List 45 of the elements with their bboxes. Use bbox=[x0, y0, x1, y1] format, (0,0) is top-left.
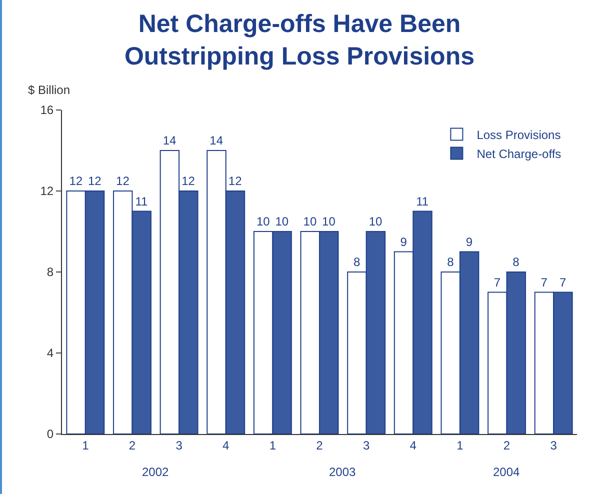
data-label: 8 bbox=[512, 255, 520, 269]
y-tick-label: 0 bbox=[46, 427, 54, 442]
x-tick-label: 2 bbox=[503, 438, 510, 452]
data-label: 12 bbox=[88, 174, 102, 188]
data-label: 10 bbox=[322, 214, 336, 228]
data-label: 9 bbox=[466, 234, 473, 249]
text: 2002 bbox=[142, 465, 170, 479]
data-label: 12 bbox=[182, 174, 196, 188]
data-label: 14 bbox=[210, 134, 224, 148]
data-label: 12 bbox=[116, 174, 130, 188]
data-label: 10 bbox=[275, 214, 289, 228]
x-tick-label: 3 bbox=[176, 438, 183, 452]
data-label: 11 bbox=[135, 194, 148, 208]
chart-title: Net Charge-offs Have Been Outstripping Loss Provisions bbox=[124, 10, 475, 71]
x-tick-label: 3 bbox=[550, 438, 558, 452]
data-label: 9 bbox=[400, 234, 408, 249]
data-label: 8 bbox=[447, 255, 454, 269]
data-label: 7 bbox=[559, 275, 566, 290]
data-label: 14 bbox=[162, 134, 177, 148]
data-label: 10 bbox=[368, 214, 383, 228]
y-tick-label: 16 bbox=[40, 103, 54, 118]
legend-label: Loss Provisions bbox=[476, 128, 561, 142]
x-tick-label: 1 bbox=[269, 438, 276, 452]
y-tick-label: 4 bbox=[46, 346, 54, 360]
text: 2004 bbox=[493, 465, 520, 479]
data-label: 7 bbox=[540, 275, 548, 290]
data-label: 10 bbox=[256, 214, 270, 228]
data-label: 12 bbox=[69, 174, 83, 188]
x-tick-label: 1 bbox=[456, 438, 464, 452]
data-label: 10 bbox=[303, 214, 317, 228]
x-tick-label: 2 bbox=[316, 438, 324, 452]
x-tick-label: 3 bbox=[362, 438, 370, 452]
y-axis-title: $ Billion bbox=[28, 83, 70, 97]
y-tick-label: 12 bbox=[40, 184, 54, 198]
data-label: 8 bbox=[353, 255, 360, 269]
x-tick-label: 4 bbox=[222, 438, 230, 452]
legend-label: Net Charge-offs bbox=[476, 146, 562, 161]
data-label: 12 bbox=[228, 174, 242, 188]
x-tick-label: 1 bbox=[82, 438, 90, 452]
x-tick-label: 4 bbox=[410, 438, 417, 452]
text: 2003 bbox=[329, 465, 356, 479]
y-tick-label: 8 bbox=[46, 265, 54, 280]
x-tick-label: 2 bbox=[128, 438, 136, 452]
data-label: 7 bbox=[494, 275, 501, 290]
data-label: 11 bbox=[416, 194, 429, 208]
